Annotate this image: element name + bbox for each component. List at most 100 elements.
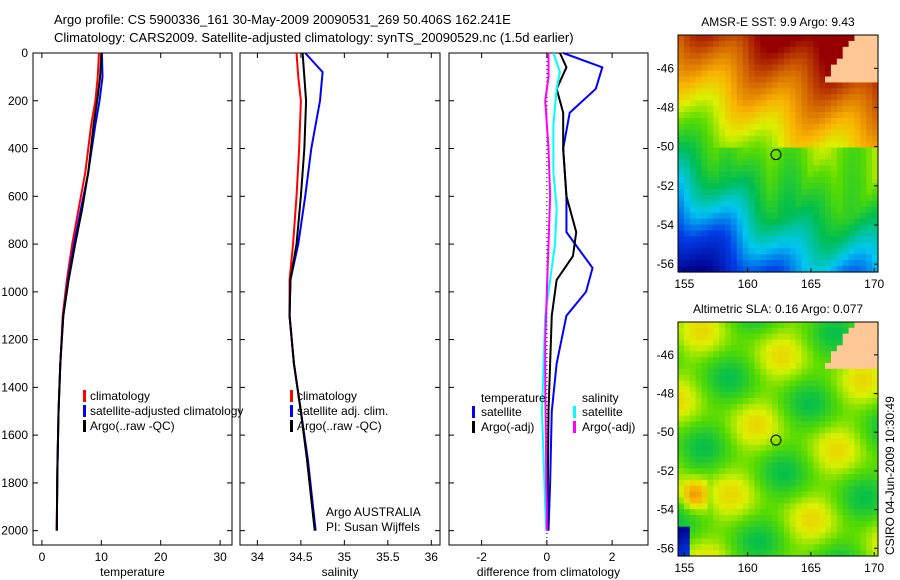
map-cell [830,450,838,458]
map-cell [766,189,773,196]
map-cell [736,544,744,551]
map-cell [678,485,685,493]
map-cell [678,374,685,382]
map-cell [825,374,832,382]
map-cell [789,362,797,370]
map-cell [842,135,850,143]
map-cell [683,147,691,155]
map-cell [778,189,785,196]
map-cell [754,189,761,196]
map-cell [695,236,703,243]
map-cell [689,333,697,341]
land-cell [854,52,861,60]
map-cell [819,183,826,190]
map-cell [860,479,867,487]
map-cell [789,212,797,220]
map-cell [748,468,756,475]
map-cell [760,439,767,446]
map-cell [813,392,820,399]
map-cell [813,444,820,452]
map-cell [689,538,697,545]
map-cell [795,248,803,255]
land-cell [860,35,867,42]
map-cell [807,427,814,434]
map-cell [819,345,826,352]
map-cell [783,260,791,267]
x-tick-label: 34.5 [289,550,313,564]
map-cell [819,456,826,463]
map-cell [772,129,779,137]
map-cell [754,236,761,243]
map-cell [854,526,861,534]
map-cell [719,147,726,155]
map-cell [778,479,785,487]
map-cell [836,333,844,341]
map-cell [719,380,726,387]
legend-label: satellite-adjusted climatology [90,404,243,418]
map-cell [748,230,756,238]
map-cell [725,212,732,220]
map-cell [854,392,861,399]
map-cell [766,171,773,178]
map-cell [713,386,720,393]
map-cell [813,462,820,469]
map-cell [683,427,691,434]
map-cell [719,468,726,475]
map-cell [783,177,791,184]
map-cell [789,409,797,417]
map-cell [683,189,691,196]
map-cell [754,141,761,149]
map-cell [695,200,703,208]
map-cell [695,403,703,411]
map-cell [742,218,750,226]
map-cell [813,183,820,190]
map-cell [678,362,685,370]
legend-swatch [573,421,576,433]
map-cell [678,159,685,166]
map-cell [713,123,720,131]
map-cell [707,76,714,83]
map-cell [719,544,726,551]
map-cell [725,374,732,382]
map-cell [748,333,756,341]
map-cell [707,427,714,434]
map-cell [736,427,744,434]
map-cell [683,345,691,352]
map-cell [707,339,714,346]
map-cell [736,538,744,545]
map-cell [801,444,809,452]
map-cell [807,479,814,487]
map-cell [789,421,797,428]
map-cell [695,474,703,481]
map-cell [783,100,791,107]
map-cell [701,339,709,346]
map-cell [778,248,785,255]
map-cell [683,106,691,113]
map-cell [848,550,856,557]
map-cell [689,177,697,184]
map-cell [725,58,732,66]
map-cell [830,345,838,352]
map-cell [854,123,861,131]
map-cell [795,236,803,243]
map-cell [730,46,738,54]
map-cell [813,40,820,48]
map-cell [836,194,844,202]
map-cell [707,153,714,161]
map-cell [830,374,838,382]
map-cell [778,194,785,202]
map-cell [789,165,797,172]
map-cell [701,194,709,202]
map-cell [736,100,744,107]
map-cell [783,230,791,238]
map-cell [748,392,756,399]
map-cell [807,141,814,149]
y-tick-label: 400 [8,142,28,156]
map-cell [860,242,867,249]
map-cell [678,398,685,405]
map-cell [848,398,856,405]
map-cell [748,520,756,528]
map-cell [707,433,714,440]
map-cell [813,474,820,481]
map-cell [766,415,773,423]
